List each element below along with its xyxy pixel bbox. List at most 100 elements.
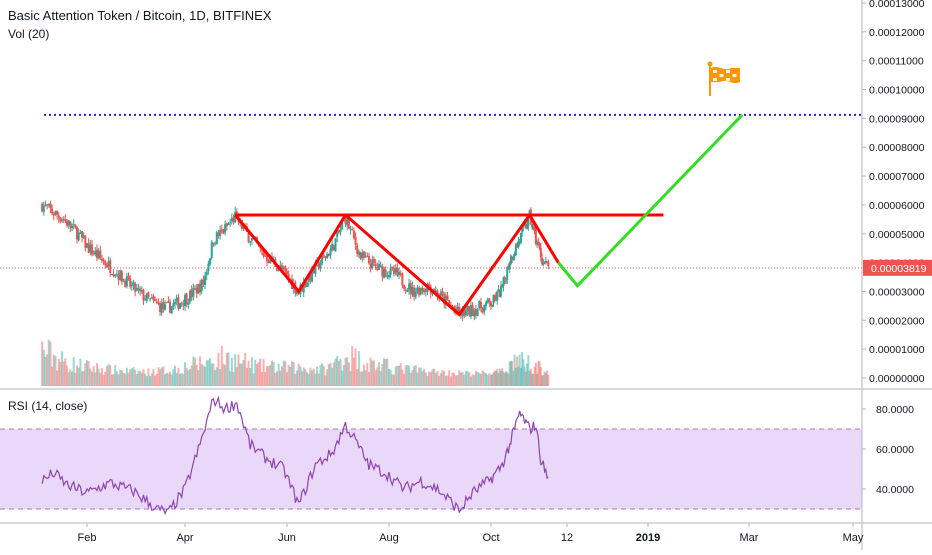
candle-body: [195, 287, 198, 294]
candle-body: [267, 261, 270, 264]
candle-body: [317, 261, 320, 269]
candle-body: [137, 288, 140, 290]
volume-bar: [344, 357, 347, 386]
candle-body: [361, 252, 364, 259]
volume-bar: [356, 369, 359, 386]
volume-bar: [81, 371, 84, 386]
candle-body: [169, 301, 172, 313]
candle-body: [185, 293, 188, 304]
candle-body: [219, 230, 222, 237]
candle-body: [62, 219, 65, 221]
candle-body: [307, 276, 310, 282]
volume-bar: [429, 372, 432, 386]
volume-bar: [179, 373, 182, 386]
rsi-tick-label: 60.0000: [876, 444, 914, 456]
volume-bar: [119, 369, 122, 386]
candle-body: [284, 266, 287, 272]
volume-bar: [466, 371, 469, 386]
candle-body: [533, 226, 536, 231]
volume-layer: [41, 339, 550, 386]
volume-bar: [46, 354, 49, 386]
volume-bar: [532, 373, 535, 386]
price-tick-label: 0.00001000: [869, 344, 925, 356]
volume-bar: [137, 370, 140, 386]
candle-body: [498, 289, 501, 298]
candle-body: [511, 256, 514, 260]
volume-bar: [403, 374, 406, 386]
volume-bar: [79, 358, 82, 386]
volume-bar: [504, 371, 507, 386]
volume-bar: [200, 364, 203, 386]
volume-bar: [235, 367, 238, 386]
candle-body: [124, 280, 127, 288]
volume-bar: [291, 361, 294, 386]
volume-bar: [284, 361, 287, 386]
volume-bar: [272, 361, 275, 386]
candle-body: [537, 242, 540, 245]
volume-bar: [259, 358, 262, 386]
candle-body: [54, 210, 57, 215]
candle-body: [89, 244, 92, 252]
volume-legend: Vol (20): [8, 27, 50, 41]
volume-bar: [463, 374, 466, 386]
volume-bar: [170, 374, 173, 386]
volume-bar: [453, 373, 456, 386]
candle-body: [413, 287, 416, 297]
volume-bar: [209, 358, 212, 386]
volume-bar: [212, 363, 215, 386]
volume-bar: [117, 374, 120, 386]
volume-bar: [518, 354, 521, 386]
volume-bar: [399, 363, 402, 386]
volume-bar: [366, 362, 369, 386]
flag-check: [732, 74, 737, 77]
candle-body: [461, 308, 464, 317]
volume-bar: [312, 368, 315, 386]
volume-bar: [66, 365, 69, 386]
candle-body: [312, 268, 315, 273]
candle-body: [346, 217, 349, 226]
candle-body: [132, 282, 135, 286]
volume-bar: [89, 368, 92, 386]
candle-body: [473, 310, 476, 317]
volume-bar: [195, 364, 198, 386]
candle-body: [184, 295, 186, 307]
candle-body: [357, 251, 360, 255]
price-tick-label: 0.00000000: [869, 373, 925, 385]
candle-body: [44, 204, 47, 206]
candle-body: [456, 306, 459, 313]
volume-bar: [49, 341, 52, 386]
volume-bar: [444, 375, 447, 386]
flag-check: [713, 78, 717, 81]
volume-bar: [421, 370, 424, 386]
volume-bar: [394, 366, 397, 386]
volume-bar: [484, 373, 487, 386]
volume-bar: [391, 374, 394, 386]
volume-bar: [125, 367, 128, 386]
volume-bar: [542, 375, 545, 386]
volume-bar: [469, 376, 472, 386]
volume-bar: [215, 367, 218, 386]
candle-body: [187, 302, 190, 305]
volume-bar: [59, 362, 62, 386]
candle-body: [99, 250, 102, 258]
candle-body: [504, 280, 507, 282]
volume-bar: [514, 367, 517, 386]
candle-body: [57, 215, 60, 218]
candle-body: [107, 261, 110, 267]
candle-body: [224, 224, 227, 233]
candle-body: [399, 273, 402, 275]
candle-body: [458, 306, 461, 314]
volume-bar: [512, 370, 515, 386]
candle-body: [411, 286, 414, 295]
candle-body: [506, 266, 509, 280]
volume-bar: [122, 372, 125, 386]
volume-bar: [76, 365, 79, 386]
candle-body: [356, 245, 359, 255]
volume-bar: [71, 371, 74, 386]
candle-body: [517, 241, 520, 248]
candle-body: [386, 275, 389, 277]
candle-body: [339, 228, 342, 233]
volume-bar: [74, 372, 77, 386]
